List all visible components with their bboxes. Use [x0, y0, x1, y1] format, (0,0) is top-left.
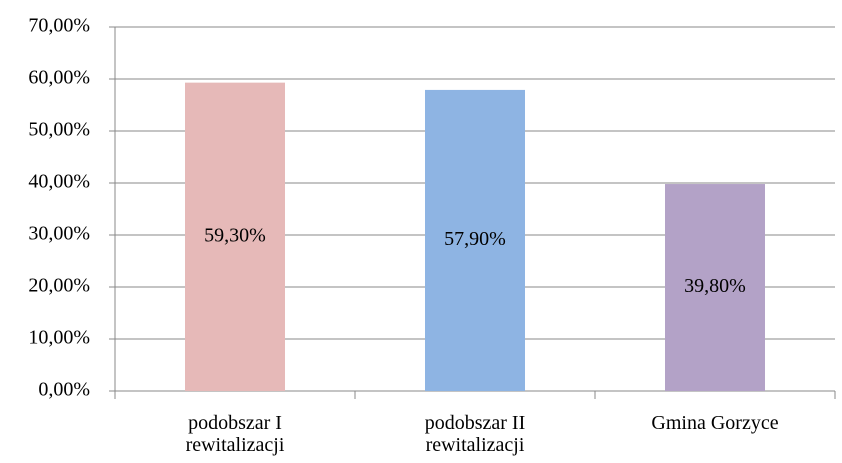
y-tick-label: 0,00% [38, 379, 90, 401]
x-tick-label: podobszar II rewitalizacji [424, 412, 526, 456]
x-tick-label: podobszar I rewitalizacji [185, 412, 285, 456]
y-tick-label: 60,00% [28, 67, 90, 89]
y-tick-label: 70,00% [28, 15, 90, 37]
value-label: 39,80% [684, 275, 746, 297]
y-tick-label: 20,00% [28, 275, 90, 297]
y-tick-label: 50,00% [28, 119, 90, 141]
y-tick-label: 40,00% [28, 171, 90, 193]
bar [425, 89, 525, 392]
y-tick-label: 30,00% [28, 223, 90, 245]
value-label: 59,30% [204, 224, 266, 246]
bar [665, 184, 765, 391]
bar [185, 82, 285, 391]
x-tick-label: Gmina Gorzyce [651, 412, 779, 434]
value-label: 57,90% [444, 228, 506, 250]
y-tick-label: 10,00% [28, 327, 90, 349]
